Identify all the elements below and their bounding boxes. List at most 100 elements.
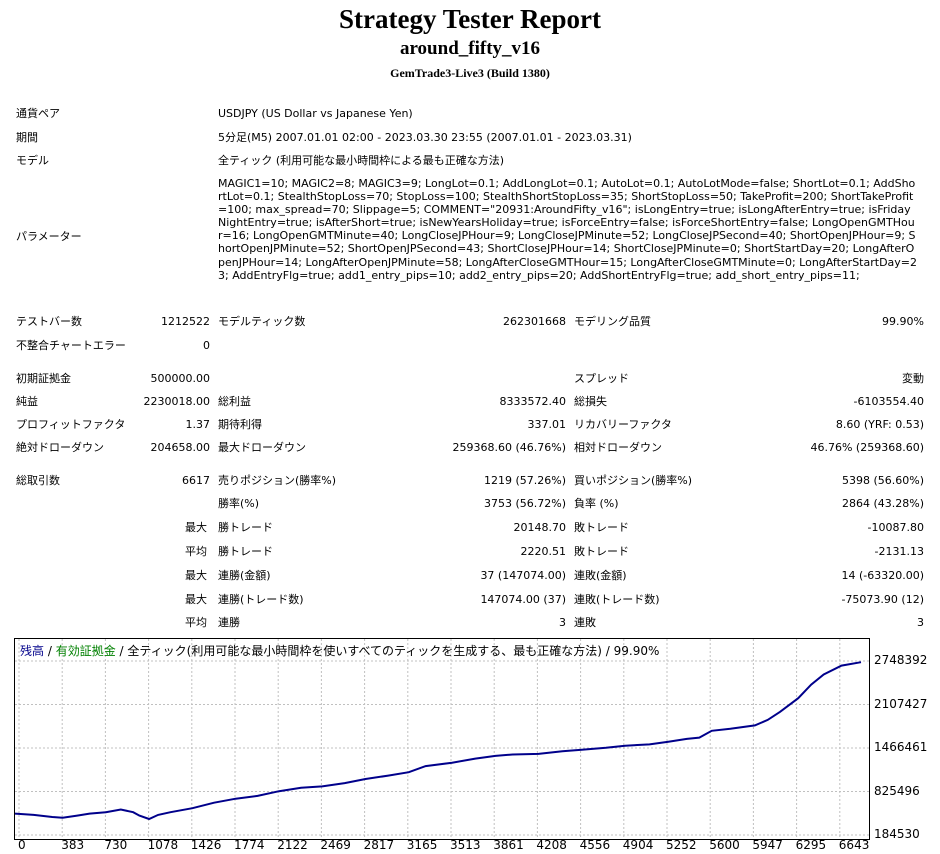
x-tick-label: 2122 <box>277 838 308 852</box>
x-tick-label: 4904 <box>622 838 654 852</box>
largest-loss-label: 敗トレード <box>574 521 629 534</box>
pf-label: プロフィットファクタ <box>16 418 126 431</box>
balance-line <box>14 661 862 821</box>
x-tick-label: 3513 <box>450 838 481 852</box>
max-cons-profit-label: 連勝(トレード数) <box>218 593 304 606</box>
trades-label: 総取引数 <box>16 474 60 487</box>
short-value: 1219 (57.26%) <box>483 474 566 487</box>
deposit-label: 初期証拠金 <box>16 372 71 385</box>
model-value: 全ティック (利用可能な最小時間枠による最も正確な方法) <box>218 154 505 167</box>
symbol-value: USDJPY (US Dollar vs Japanese Yen) <box>218 107 413 120</box>
max-label-3: 最大 <box>185 593 207 606</box>
avg-loss-label: 敗トレード <box>574 545 629 558</box>
mismatch-value: 0 <box>203 339 210 352</box>
legend-separator-1: / <box>44 644 56 658</box>
rf-label: リカバリーファクタ <box>574 418 672 431</box>
x-tick-label: 2817 <box>363 838 395 852</box>
x-tick-label: 1078 <box>147 838 179 852</box>
win-rate-value: 3753 (56.72%) <box>483 497 566 510</box>
rel-dd-value: 46.76% (259368.60) <box>810 441 924 454</box>
net-value: 2230018.00 <box>143 395 210 408</box>
x-tick-label: 6295 <box>795 838 827 852</box>
pf-value: 1.37 <box>185 418 211 431</box>
period-value: 5分足(M5) 2007.01.01 02:00 - 2023.03.30 23… <box>218 131 632 144</box>
chart-plot-area <box>14 639 869 839</box>
legend-balance: 残高 <box>20 644 45 658</box>
avg-win-label: 勝トレード <box>218 545 273 558</box>
legend-equity: 有効証拠金 <box>55 644 116 658</box>
long-label: 買いポジション(勝率%) <box>574 474 693 487</box>
payoff-value: 337.01 <box>527 418 567 431</box>
long-value: 5398 (56.60%) <box>841 474 924 487</box>
x-tick-label: 1426 <box>190 838 222 852</box>
x-tick-label: 5252 <box>666 838 697 852</box>
x-tick-label: 2469 <box>320 838 351 852</box>
x-tick-label: 730 <box>104 838 128 852</box>
rel-dd-label: 相対ドローダウン <box>574 441 662 454</box>
legend-separator-2: / <box>115 644 128 658</box>
max-dd-value: 259368.60 (46.76%) <box>452 441 566 454</box>
period-label: 期間 <box>16 131 38 144</box>
x-tick-label: 5600 <box>709 838 740 852</box>
largest-win-label: 勝トレード <box>218 521 273 534</box>
avg-win-value: 2220.51 <box>520 545 567 558</box>
x-tick-label: 0 <box>18 838 26 852</box>
avg-cons-loss-label: 連敗 <box>574 616 596 629</box>
abs-dd-value: 204658.00 <box>150 441 211 454</box>
legend-model-quality: 全ティック(利用可能な最小時間枠を使いすべてのティックを生成する、最も正確な方法… <box>127 644 660 658</box>
loss-rate-value: 2864 (43.28%) <box>841 497 924 510</box>
server-build: GemTrade3-Live3 (Build 1380) <box>390 66 550 80</box>
max-cons-win-label: 連勝(金額) <box>218 569 271 582</box>
payoff-label: 期待利得 <box>218 418 262 431</box>
y-tick-label: 184530 <box>874 827 920 841</box>
x-tick-label: 4556 <box>579 838 611 852</box>
gross-profit-value: 8333572.40 <box>499 395 566 408</box>
bars-value: 1212522 <box>161 315 210 328</box>
largest-win-value: 20148.70 <box>513 521 567 534</box>
x-tick-label: 3861 <box>493 838 524 852</box>
loss-rate-label: 負率 (%) <box>574 497 619 510</box>
max-cons-loss-value: 14 (-63320.00) <box>841 569 924 582</box>
y-tick-label: 825496 <box>874 783 920 798</box>
deposit-value: 500000.00 <box>150 372 211 385</box>
ticks-value: 262301668 <box>503 315 566 328</box>
trades-value: 6617 <box>182 474 210 487</box>
avg-cons-win-label: 連勝 <box>218 616 240 629</box>
y-tick-label: 2107427 <box>874 696 928 711</box>
x-tick-label: 3165 <box>406 838 438 852</box>
params-value: MAGIC1=10; MAGIC2=8; MAGIC3=9; LongLot=0… <box>218 177 917 282</box>
gross-loss-label: 総損失 <box>574 395 607 408</box>
x-tick-label: 1774 <box>234 838 265 852</box>
mismatch-label: 不整合チャートエラー <box>16 339 126 352</box>
y-tick-label: 1466461 <box>874 740 928 754</box>
gross-profit-label: 総利益 <box>218 395 251 408</box>
ticks-label: モデルティック数 <box>218 315 306 328</box>
max-dd-label: 最大ドローダウン <box>218 441 306 454</box>
avg-loss-value: -2131.13 <box>874 545 924 558</box>
bars-label: テストバー数 <box>16 315 82 328</box>
largest-loss-value: -10087.80 <box>867 521 924 534</box>
y-tick-label: 2748392 <box>874 653 928 667</box>
max-cons-win-value: 37 (147074.00) <box>480 569 566 582</box>
chart-legend: 残高 / 有効証拠金 / 全ティック(利用可能な最小時間枠を使いすべてのティック… <box>20 642 659 659</box>
rf-value: 8.60 (YRF: 0.53) <box>835 418 924 431</box>
max-label-2: 最大 <box>185 569 207 582</box>
short-label: 売りポジション(勝率%) <box>218 474 337 487</box>
max-cons-loss-label: 連敗(金額) <box>574 569 627 582</box>
balance-chart <box>14 638 870 840</box>
abs-dd-label: 絶対ドローダウン <box>16 441 104 454</box>
avg-cons-loss-value: 3 <box>917 616 924 629</box>
max-cons-lossamt-label: 連敗(トレード数) <box>574 593 660 606</box>
ea-name: around_fifty_v16 <box>399 38 541 59</box>
quality-value: 99.90% <box>882 315 924 328</box>
report-title: Strategy Tester Report <box>339 4 601 34</box>
spread-label: スプレッド <box>574 372 629 385</box>
x-tick-label: 5947 <box>752 838 783 852</box>
avg-label-1: 平均 <box>185 545 207 558</box>
max-label-1: 最大 <box>185 521 207 534</box>
gross-loss-value: -6103554.40 <box>853 395 924 408</box>
avg-label-2: 平均 <box>185 616 207 629</box>
x-tick-label: 383 <box>61 838 85 852</box>
x-tick-label: 4208 <box>536 838 567 852</box>
max-cons-lossamt-value: -75073.90 (12) <box>841 593 924 606</box>
